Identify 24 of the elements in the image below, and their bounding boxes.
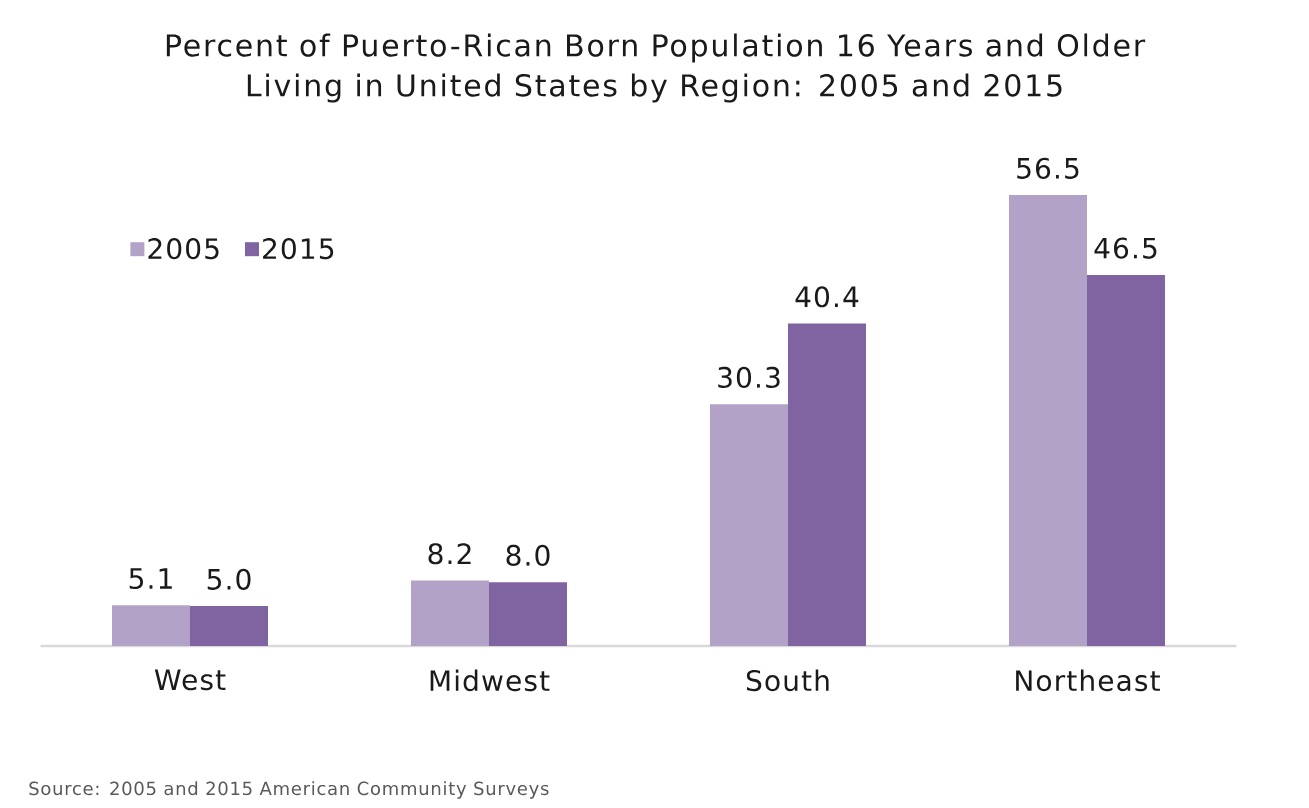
data-label: 8.2 [428, 543, 471, 565]
x-tick-label: West [154, 669, 226, 691]
legend-label: 2015 [263, 238, 334, 260]
bar [488, 582, 567, 646]
data-label: 30.3 [718, 366, 780, 388]
x-tick-label: Midwest [430, 669, 550, 692]
x-tick-label: South [746, 669, 829, 692]
legend-label: 2005 [148, 238, 219, 260]
data-label: 8.0 [506, 544, 550, 566]
bar [410, 580, 489, 646]
bar [709, 404, 788, 646]
bar [787, 323, 866, 646]
bar [1008, 195, 1087, 646]
data-label: 5.1 [129, 568, 172, 590]
data-label: 40.4 [795, 286, 859, 308]
source-note: Source: 2005 and 2015 American Community Surveys [29, 781, 549, 799]
data-label: 5.0 [207, 568, 251, 590]
data-label: 56.5 [1017, 157, 1079, 179]
bar [112, 605, 190, 646]
data-label: 46.5 [1094, 237, 1157, 259]
chart-title: Percent of Puerto-Rican Born Population 16 Years and Older Living in United States by Region: 2005 and 2015 [166, 33, 1146, 103]
x-tick-label: Northeast [1016, 669, 1160, 692]
bar [190, 606, 268, 646]
bar [1086, 274, 1165, 646]
